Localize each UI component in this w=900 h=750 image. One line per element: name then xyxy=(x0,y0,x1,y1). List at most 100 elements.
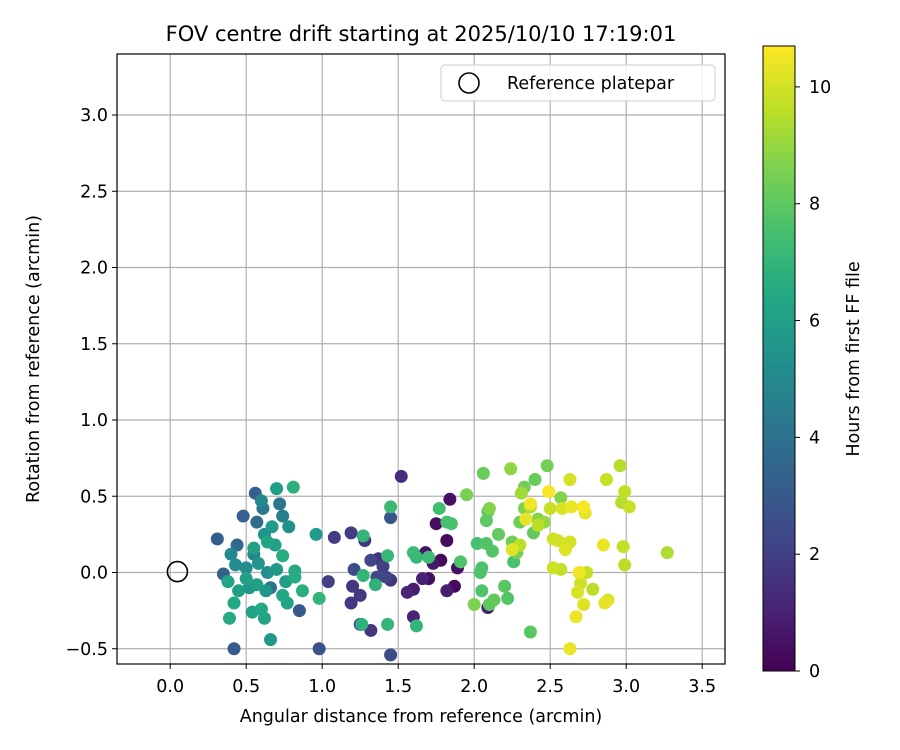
data-point xyxy=(519,512,533,526)
data-point xyxy=(368,578,382,592)
data-point xyxy=(251,556,265,570)
data-point xyxy=(222,611,236,625)
data-point xyxy=(353,588,367,602)
colorbar-tick-label: 2 xyxy=(809,545,820,565)
data-point xyxy=(551,533,565,547)
data-point xyxy=(473,566,487,579)
x-tick-label: 2.0 xyxy=(460,677,488,697)
data-point xyxy=(416,572,430,586)
data-point xyxy=(236,509,250,523)
data-point xyxy=(440,584,454,598)
y-tick-label: 0.0 xyxy=(80,564,108,584)
data-point xyxy=(265,520,279,534)
y-tick-label: 3.0 xyxy=(80,106,108,126)
y-tick-label: 2.0 xyxy=(80,259,108,279)
data-point xyxy=(292,604,306,618)
data-point xyxy=(346,579,360,593)
data-point xyxy=(577,500,591,514)
legend-entry-reference-platepar: Reference platepar xyxy=(507,74,675,94)
data-point xyxy=(440,533,454,547)
data-point xyxy=(563,472,577,486)
data-point xyxy=(454,555,468,569)
data-point xyxy=(239,572,253,586)
y-axis-label: Rotation from reference (arcmin) xyxy=(24,215,44,503)
data-point xyxy=(210,532,224,546)
data-point xyxy=(467,598,481,612)
data-point xyxy=(571,585,585,599)
data-point xyxy=(227,596,241,610)
data-point xyxy=(523,497,537,511)
data-point xyxy=(227,642,241,656)
grid xyxy=(117,54,725,664)
data-point xyxy=(344,596,358,610)
data-point xyxy=(229,558,243,572)
data-point xyxy=(558,543,572,557)
data-point xyxy=(479,514,493,528)
data-point xyxy=(487,593,501,607)
colorbar-tick-label: 10 xyxy=(809,78,831,98)
data-point xyxy=(356,569,370,583)
data-point xyxy=(492,527,506,541)
legend-open-circle-icon xyxy=(458,72,480,94)
data-point xyxy=(554,491,568,505)
data-point xyxy=(259,584,273,598)
data-point xyxy=(309,527,323,541)
data-point xyxy=(572,566,586,579)
data-point xyxy=(230,538,244,552)
data-point xyxy=(531,518,545,532)
data-point xyxy=(394,469,408,483)
data-point xyxy=(540,459,554,473)
data-point xyxy=(364,623,378,637)
data-point xyxy=(444,517,458,531)
data-point xyxy=(569,610,583,624)
x-axis-label: Angular distance from reference (arcmin) xyxy=(240,707,603,727)
data-point xyxy=(470,537,484,551)
data-point xyxy=(485,544,499,558)
colorbar-tick-label: 0 xyxy=(809,662,820,682)
data-point xyxy=(660,546,674,560)
data-point xyxy=(288,570,302,584)
y-tick-label: 2.5 xyxy=(80,182,108,202)
plot-frame xyxy=(116,53,726,665)
data-point xyxy=(327,530,341,544)
data-point xyxy=(596,538,610,552)
data-point xyxy=(270,562,284,576)
x-tick-label: 1.0 xyxy=(308,677,336,697)
data-point xyxy=(460,488,474,502)
x-tick-label: 3.5 xyxy=(688,677,716,697)
data-point xyxy=(264,633,278,647)
data-point xyxy=(250,578,264,592)
data-point xyxy=(514,486,528,500)
y-tick-label: −0.5 xyxy=(66,640,109,660)
data-point xyxy=(260,535,274,549)
colorbar-label: Hours from first FF file xyxy=(844,261,864,456)
colorbar-tick-label: 6 xyxy=(809,312,820,332)
data-point xyxy=(221,575,235,589)
data-points xyxy=(210,459,674,662)
data-point xyxy=(586,582,600,596)
data-point xyxy=(312,642,326,656)
data-point xyxy=(400,585,414,599)
data-point xyxy=(384,500,398,514)
data-point xyxy=(384,511,398,525)
data-point xyxy=(224,547,238,561)
data-point xyxy=(598,596,612,610)
data-point xyxy=(564,500,578,514)
data-point xyxy=(276,549,290,563)
data-point xyxy=(528,472,542,486)
data-point xyxy=(247,541,261,555)
data-point xyxy=(347,562,361,576)
data-point xyxy=(376,559,390,573)
colorbar-tick-label: 8 xyxy=(809,195,820,215)
data-point xyxy=(239,561,253,575)
data-point xyxy=(409,619,423,633)
data-point xyxy=(577,598,591,612)
data-point xyxy=(312,591,326,605)
data-point xyxy=(429,517,443,531)
data-point xyxy=(475,584,489,598)
legend: Reference platepar xyxy=(440,64,716,102)
data-point xyxy=(364,553,378,567)
data-point xyxy=(618,558,632,572)
data-point xyxy=(381,617,395,631)
